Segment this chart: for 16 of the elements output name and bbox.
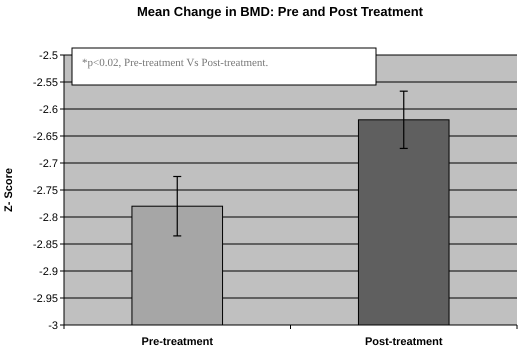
x-tick-label: Post-treatment [364,336,443,348]
y-tick-label: -2.75 [32,184,58,197]
x-tick-label: Pre-treatment [141,336,214,348]
y-tick-label: -2.6 [39,104,58,116]
y-tick-label: -2.95 [32,292,58,305]
chart-title: Mean Change in BMD: Pre and Post Treatment [136,4,424,19]
y-tick-label: -2.85 [32,238,58,251]
y-tick-label: -2.7 [39,158,58,170]
annotation: *p<0.02, Pre-treatment Vs Post-treatment. [82,57,268,69]
y-tick-label: -2.65 [32,130,58,143]
y-axis-title: Z- Score [3,168,15,212]
y-tick-label: -2.8 [39,212,58,224]
y-tick-label: -2.5 [39,50,58,62]
y-tick-label: -2.55 [32,76,58,89]
y-tick-label: -2.9 [39,266,58,278]
y-tick-label: -3 [48,320,58,332]
